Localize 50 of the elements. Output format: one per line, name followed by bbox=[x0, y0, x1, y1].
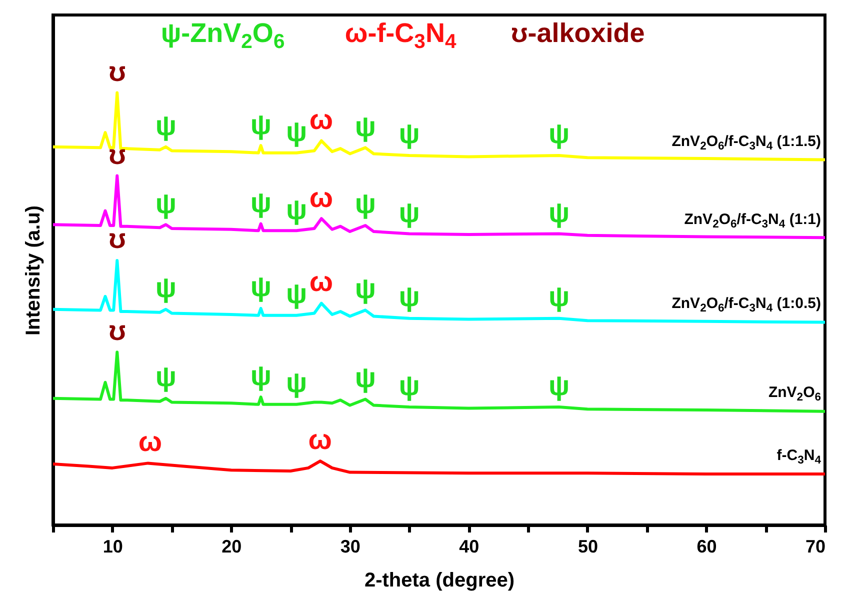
annotation: ψ bbox=[286, 116, 308, 147]
text: ZnV$_{2}$O$_{6}$/f-C$_{3}$N$_{4}$ (1:0.5) bbox=[672, 295, 821, 315]
annotation: ψ bbox=[548, 370, 570, 401]
annotation: ʊ bbox=[108, 56, 126, 87]
annotation: ψ bbox=[155, 110, 176, 141]
x-tick-label: 40 bbox=[459, 536, 480, 556]
annotation: ψ bbox=[250, 271, 272, 302]
annotation: ψ bbox=[398, 370, 420, 401]
annotation: ʊ bbox=[108, 223, 126, 254]
annotation: ω bbox=[309, 182, 334, 213]
annotation: ʊ bbox=[108, 138, 126, 170]
x-axis-title: 2-theta (degree) bbox=[364, 570, 515, 592]
annotation: ψ bbox=[354, 110, 376, 142]
x-tick-label: 70 bbox=[805, 536, 826, 556]
annotation: ψ bbox=[250, 108, 272, 140]
annotation: ψ bbox=[286, 367, 308, 398]
annotation: ψ bbox=[354, 362, 376, 394]
annotation: ω bbox=[309, 266, 334, 298]
annotation: ψ bbox=[548, 118, 570, 150]
x-tick-label: 20 bbox=[222, 536, 242, 556]
annotation: ψ bbox=[250, 360, 272, 392]
annotation: ψ bbox=[155, 361, 176, 392]
annotation: ψ bbox=[354, 188, 376, 220]
series-label: f-C$_{3}$N$_{4}$ bbox=[776, 447, 821, 467]
x-tick-label: 60 bbox=[696, 536, 717, 556]
annotation: ψ bbox=[250, 186, 272, 218]
annotation: ω bbox=[138, 426, 162, 458]
text: ʊ-alkoxide bbox=[510, 18, 645, 48]
annotation: ψ bbox=[398, 196, 420, 228]
annotation: ψ bbox=[398, 118, 420, 150]
x-tick-label: 10 bbox=[102, 536, 123, 556]
annotation: ψ bbox=[548, 196, 570, 228]
annotation: ω bbox=[308, 424, 332, 456]
annotation: ψ bbox=[398, 281, 420, 312]
annotation: ʊ bbox=[108, 315, 126, 346]
text: ψ-ZnV$_{2}$O$_{6}$ bbox=[160, 18, 285, 54]
annotation: ω bbox=[309, 104, 334, 135]
annotation: ψ bbox=[548, 281, 570, 312]
annotation: ψ bbox=[286, 194, 308, 225]
x-tick-label: 30 bbox=[340, 536, 360, 556]
annotation: ψ bbox=[354, 273, 376, 304]
annotation: ψ bbox=[155, 272, 176, 304]
text: ZnV$_{2}$O$_{6}$/f-C$_{3}$N$_{4}$ (1:1) bbox=[684, 210, 821, 230]
x-tick-label: 50 bbox=[578, 536, 598, 556]
y-axis-title: Intensity (a.u) bbox=[22, 205, 44, 336]
annotation: ψ bbox=[155, 188, 176, 219]
annotation: ψ bbox=[286, 278, 308, 310]
series-label: ZnV$_{2}$O$_{6}$ bbox=[768, 384, 821, 404]
text: ω-f-C$_{3}$N$_{4}$ bbox=[344, 18, 456, 54]
text: ZnV$_{2}$O$_{6}$/f-C$_{3}$N$_{4}$ (1:1.5) bbox=[672, 132, 821, 152]
